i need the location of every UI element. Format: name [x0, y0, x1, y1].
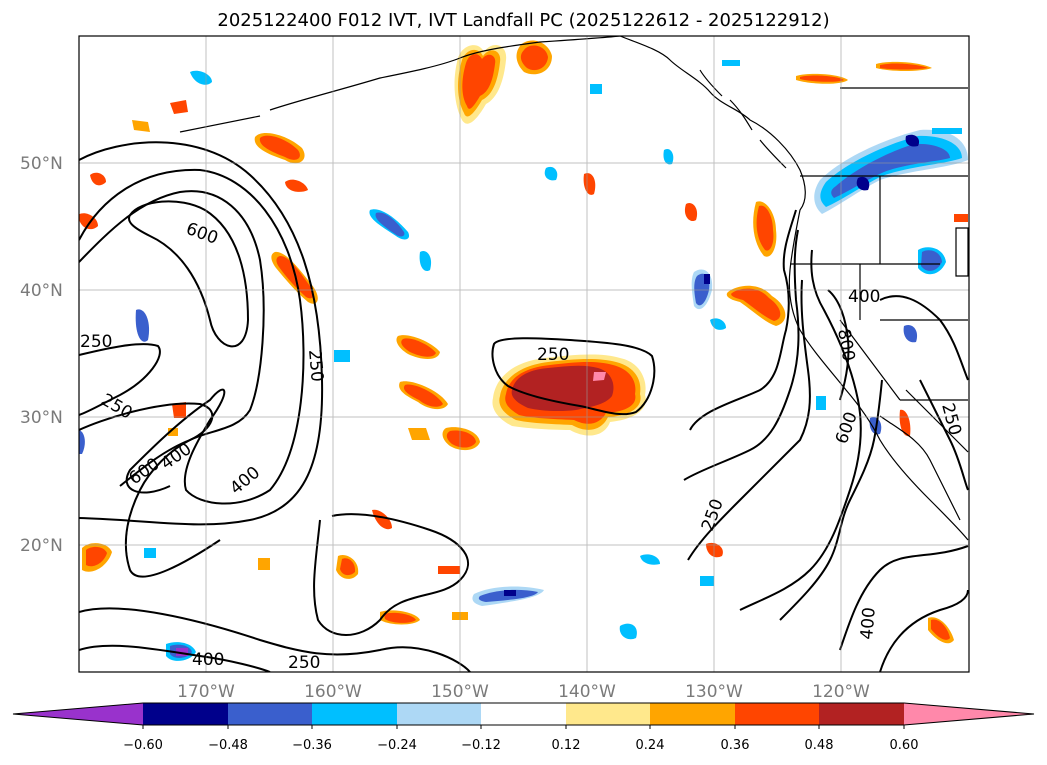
graticule: [79, 36, 969, 672]
colorbar-tick: 0.48: [805, 738, 834, 753]
contour-label: 400: [192, 650, 224, 670]
lat-label: 30°N: [20, 408, 63, 428]
colorbar-tick: −0.48: [208, 738, 248, 753]
colorbar-tick: 0.36: [721, 738, 750, 753]
contour-250-center: [491, 337, 656, 416]
colorbar-seg: [735, 703, 819, 725]
map-title: 2025122400 F012 IVT, IVT Landfall PC (20…: [217, 10, 830, 31]
colorbar-tick: −0.24: [377, 738, 417, 753]
colorbar-seg: [650, 703, 735, 725]
lon-label: 120°W: [812, 682, 870, 702]
lon-label: 140°W: [558, 682, 616, 702]
colorbar-seg: [228, 703, 312, 725]
lon-label: 130°W: [685, 682, 743, 702]
lat-label: 50°N: [20, 154, 63, 174]
lat-label: 40°N: [20, 281, 63, 301]
plot-frame: [78, 35, 970, 673]
colorbar-seg: [13, 703, 143, 725]
lon-label: 170°W: [177, 682, 235, 702]
colorbar-seg: [312, 703, 397, 725]
colorbar-seg: [481, 703, 566, 725]
contour-label: 400: [848, 287, 880, 307]
lat-label: 20°N: [20, 536, 63, 556]
lat-axis: 50°N 40°N 30°N 20°N: [20, 154, 63, 556]
lon-axis: 170°W 160°W 150°W 140°W 130°W 120°W: [177, 682, 870, 702]
lon-label: 150°W: [431, 682, 489, 702]
colorbar-seg: [566, 703, 650, 725]
colorbar-tick: −0.12: [461, 738, 501, 753]
contour-label: 250: [537, 345, 569, 365]
lon-label: 160°W: [304, 682, 362, 702]
colorbar-tick: 0.12: [552, 738, 581, 753]
contour-250-east: [689, 209, 797, 431]
colorbar-seg: [397, 703, 481, 725]
colorbar-seg: [819, 703, 904, 725]
ivt-contours: [79, 141, 969, 672]
colorbar-tick: −0.60: [123, 738, 163, 753]
colorbar: −0.60 −0.48 −0.36 −0.24 −0.12 0.12 0.24 …: [12, 702, 1035, 753]
plot-area: [79, 36, 969, 672]
colorbar-seg: [904, 703, 1034, 725]
contour-label: 250: [288, 653, 320, 673]
contour-250-west: [79, 141, 324, 526]
colorbar-tick: 0.24: [636, 738, 665, 753]
contour-label: 250: [304, 349, 327, 383]
contour-400-west-outer: [79, 168, 305, 505]
colorbar-seg: [143, 703, 228, 725]
colorbar-tick: 0.60: [890, 738, 919, 753]
pc-shading: [79, 40, 968, 661]
contour-label: 250: [80, 332, 112, 352]
colorbar-tick: −0.36: [292, 738, 332, 753]
contour-label: 400: [857, 606, 880, 640]
